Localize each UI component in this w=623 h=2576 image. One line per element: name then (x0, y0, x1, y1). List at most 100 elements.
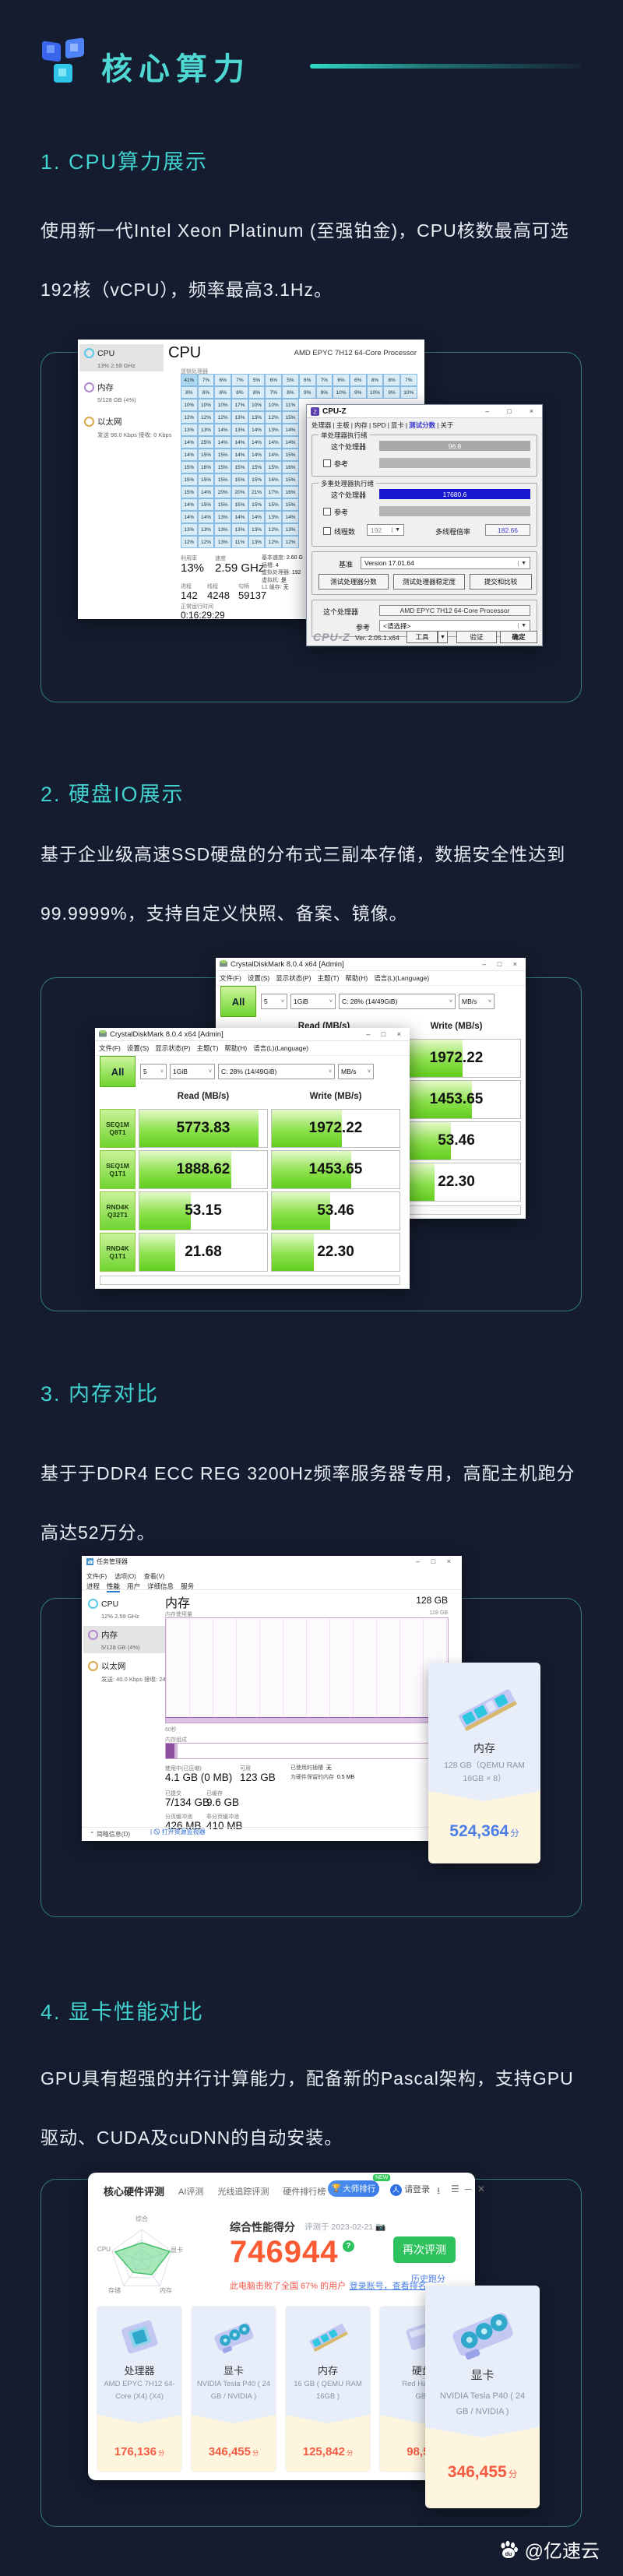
tm-less-details[interactable]: ⌃ 简略信息(D) (90, 1831, 131, 1838)
cpuz-title: CPU-Z (322, 406, 347, 416)
cpuz-tab-主板[interactable]: 主板 (336, 421, 350, 429)
cdm-titlebar[interactable]: CrystalDiskMark 8.0.4 x64 [Admin] – □ × (95, 1028, 410, 1041)
cdm-all-button[interactable]: All (100, 1056, 136, 1087)
stat-mini: 虚拟处理器: 192 (262, 570, 301, 575)
nav-item-0[interactable]: 核心硬件评测 (104, 2186, 165, 2198)
close-icon[interactable]: ✕ (477, 2184, 486, 2194)
cdm-all-button[interactable]: All (220, 986, 256, 1017)
tm-menu-item[interactable]: 查看(V) (143, 1573, 165, 1580)
cdm-menu-item[interactable]: 文件(F) (220, 974, 241, 982)
cdm-value: 22.30 (438, 1174, 475, 1190)
menu-icon[interactable]: ☰ (451, 2184, 459, 2194)
cdm-menu-item[interactable]: 显示状态(P) (276, 974, 312, 982)
tm-menu-item[interactable]: 文件(F) (86, 1573, 107, 1580)
cpuz-tab-SPD[interactable]: SPD (372, 421, 386, 429)
cpuz-titlebar[interactable]: Z CPU-Z – □ × (307, 405, 542, 418)
cdm-window-controls[interactable]: – □ × (366, 1030, 406, 1038)
login-rank-link[interactable]: 登录账号，查看排名 (349, 2282, 427, 2291)
cpuz-threads-checkbox[interactable]: 线程数 (323, 526, 355, 537)
cpuz-window-controls[interactable]: – □ × (485, 407, 538, 415)
tm-tab-详细信息[interactable]: 详细信息 (147, 1582, 174, 1590)
cdm-menu-item[interactable]: 设置(S) (247, 974, 270, 982)
cpuz-ok-button[interactable]: 确定 (500, 631, 537, 643)
cdm-drive-select[interactable]: C: 28% (14/49GiB) ˅ (339, 994, 456, 1009)
master-ranking-badge[interactable]: 🏆 大师排行 (328, 2180, 379, 2197)
tm-window-controls[interactable]: – □ × (416, 1557, 456, 1565)
download-icon[interactable]: ⭳ (437, 2185, 441, 2196)
hw-card-ram[interactable]: 内存 16 GB ( QEMU RAM 16GB ) 125,842 分 (286, 2307, 370, 2472)
cpuz-ref-select[interactable]: <请选择> ▼ (379, 620, 530, 632)
cpuz-button-0[interactable]: 测试处理器分数 (319, 574, 389, 589)
history-score-link[interactable]: 历史跑分 (411, 2275, 445, 2284)
hw-card-gpu[interactable]: 显卡 NVIDIA Tesla P40 ( 24 GB / NVIDIA ) 346,… (192, 2307, 276, 2472)
tm-menu-item[interactable]: 选项(O) (114, 1573, 136, 1580)
stat-value: 142 (181, 589, 198, 601)
cdm-menu-item[interactable]: 文件(F) (99, 1044, 121, 1052)
cdm-unit-select[interactable]: MB/s ˅ (459, 994, 495, 1009)
cpuz-tools-button[interactable]: 工具 (407, 631, 438, 643)
cdm-menu-item[interactable]: 帮助(H) (224, 1044, 248, 1052)
cpuz-tab-关于[interactable]: 关于 (440, 421, 454, 429)
tm-tab-进程[interactable]: 进程 (86, 1582, 100, 1590)
sidebar-item-name: 内存 (97, 383, 114, 393)
gpu-card-top (425, 2286, 540, 2437)
sidebar-item-以太网[interactable]: 以太网 发送 96.0 Kbps 接收: 0 Kbps (79, 413, 171, 442)
cdm-drive-select[interactable]: C: 28% (14/49GiB) ˅ (218, 1064, 335, 1079)
cpu-core-cell: 14% (214, 424, 232, 436)
cdm-count-select[interactable]: 5 ˅ (140, 1064, 167, 1079)
tm-titlebar[interactable]: 任务管理器 (86, 1557, 128, 1566)
tm-tabbar: 进程 性能 用户 详细信息 服务 (86, 1578, 201, 1592)
nav-item-2[interactable]: 光线追踪评测 (217, 2187, 269, 2197)
sidebar-item-CPU[interactable]: CPU 12% 2.59 GHz (83, 1595, 167, 1622)
cpuz-validate-button[interactable]: 验证 (456, 631, 497, 643)
camera-icon[interactable]: 📷 (375, 2222, 386, 2232)
cpuz-threads-select[interactable]: 192 ▼ (367, 524, 404, 536)
retest-button[interactable]: 再次评测 (393, 2236, 456, 2263)
tm-tab-服务[interactable]: 服务 (181, 1582, 195, 1590)
cdm-size-select[interactable]: 1GiB ˅ (170, 1064, 215, 1079)
cpuz-tools-arrow[interactable]: ▼ (438, 631, 448, 643)
cdm-menu-item[interactable]: 主题(T) (196, 1044, 219, 1052)
cdm-menu-item[interactable]: 语言(L)(Language) (374, 974, 430, 982)
stat-mini: L1 缓存: 无 (262, 585, 289, 590)
tm-divider (82, 1589, 462, 1590)
cdm-menu-item[interactable]: 设置(S) (126, 1044, 150, 1052)
cpuz-tab-处理器[interactable]: 处理器 (312, 421, 332, 429)
tm-tab-用户[interactable]: 用户 (127, 1582, 141, 1590)
minimize-icon[interactable]: ─ (465, 2184, 472, 2194)
sidebar-item-内存[interactable]: 内存 5/128 GB (4%) (79, 378, 164, 406)
cdm-menu-item[interactable]: 主题(T) (317, 974, 340, 982)
cpu-core-cell: 13% (214, 523, 232, 536)
cpuz-tab-显卡[interactable]: 显卡 (390, 421, 404, 429)
cdm-unit-select[interactable]: MB/s ˅ (338, 1064, 374, 1079)
nav-item-1[interactable]: AI评测 (178, 2187, 204, 2197)
cpu-core-cell: 10% (248, 399, 266, 411)
open-resource-monitor-link[interactable]: | 🛇 打开资源监视器 (150, 1828, 206, 1835)
cdm-menu-item[interactable]: 帮助(H) (345, 974, 368, 982)
cdm-count-select[interactable]: 5 ˅ (261, 994, 287, 1009)
cpuz-ref-checkbox[interactable]: 参考 (323, 459, 348, 469)
cpuz-tab-内存[interactable]: 内存 (354, 421, 368, 429)
cpuz-tab-测试分数[interactable]: 测试分数 (409, 421, 436, 429)
cdm-window-controls[interactable]: – □ × (482, 960, 522, 968)
nav-item-3[interactable]: 硬件排行榜 (283, 2187, 326, 2197)
cpu-core-cell: 15% (248, 473, 266, 486)
help-icon[interactable]: ? (343, 2240, 355, 2252)
login-button[interactable]: 人 请登录 (390, 2183, 430, 2196)
cpuz-button-1[interactable]: 测试处理器稳定度 (393, 574, 465, 589)
hw-card-score-value: 125,842 (302, 2445, 345, 2458)
tm-tab-性能[interactable]: 性能 (107, 1582, 121, 1592)
cpuz-bench-version-select[interactable]: Version 17.01.64 ▼ (361, 557, 530, 569)
cdm-size-select[interactable]: 1GiB ˅ (290, 994, 336, 1009)
cdm-titlebar[interactable]: CrystalDiskMark 8.0.4 x64 [Admin] – □ × (216, 958, 526, 971)
sidebar-item-以太网[interactable]: 以太网 发送: 40.0 Kbps 接收: 24.0 Kb (83, 1657, 179, 1686)
sidebar-item-CPU[interactable]: CPU 13% 2.59 GHz (79, 344, 164, 371)
cpuz-button-2[interactable]: 提交和比较 (470, 574, 532, 589)
hw-card-cpu[interactable]: 处理器 AMD EPYC 7H12 64- Core (X4) (X4) 176,13… (97, 2307, 181, 2472)
cpu-core-cell: 16% (265, 473, 283, 486)
sidebar-item-内存[interactable]: 内存 5/128 GB (4%) (83, 1626, 167, 1653)
cdm-menu-item[interactable]: 显示状态(P) (155, 1044, 191, 1052)
cpu-core-cell: 13% (197, 523, 215, 536)
cdm-menu-item[interactable]: 语言(L)(Language) (253, 1044, 309, 1052)
cpuz-ref-checkbox2[interactable]: 参考 (323, 507, 348, 517)
